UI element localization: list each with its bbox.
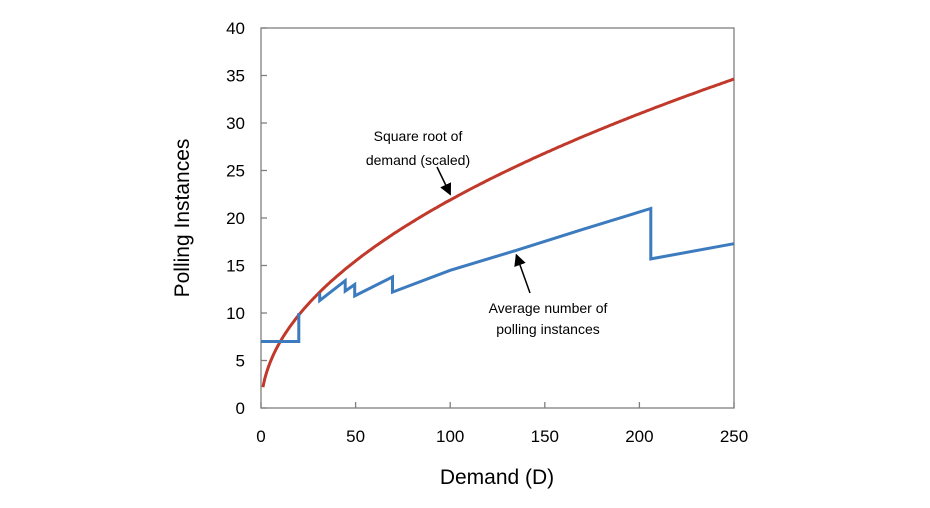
annotation-arrow: [514, 253, 531, 294]
x-axis-label: Demand (D): [440, 466, 554, 489]
plot-frame: [260, 27, 735, 409]
x-tick-label: 50: [346, 427, 365, 446]
x-tick-label: 200: [625, 427, 653, 446]
average-polling-line: [318, 206, 735, 304]
sqrt-demand-line: [261, 77, 735, 388]
annotations: Square root of demand (scaled) Average num…: [366, 128, 608, 337]
x-tick-label: 250: [720, 427, 748, 446]
y-tick-label: 25: [226, 162, 245, 181]
annotation-arrow: [436, 166, 452, 196]
y-tick-label: 5: [236, 352, 245, 371]
y-tick-label: 35: [226, 67, 245, 86]
y-tick-label: 15: [226, 257, 245, 276]
x-tick-label: 100: [436, 427, 464, 446]
annotation-text: Square root of: [374, 128, 463, 144]
y-tick-label: 40: [226, 19, 245, 38]
x-tick-label: 150: [531, 427, 559, 446]
annotation-text: demand (scaled): [366, 152, 470, 168]
y-tick-label: 0: [236, 399, 245, 418]
y-axis-label: Polling Instances: [171, 139, 194, 298]
axes: 0 50 100 150 200 250 0 5 10 15 20 25 30 35 40: [226, 19, 748, 446]
y-tick-label: 20: [226, 209, 245, 228]
y-tick-label: 30: [226, 114, 245, 133]
x-tick-label: 0: [256, 427, 265, 446]
annotation-text: polling instances: [496, 321, 600, 337]
y-tick-label: 10: [226, 304, 245, 323]
annotation-text: Average number of: [489, 300, 608, 316]
average-polling-line: [261, 313, 301, 343]
series-group: [261, 77, 735, 388]
